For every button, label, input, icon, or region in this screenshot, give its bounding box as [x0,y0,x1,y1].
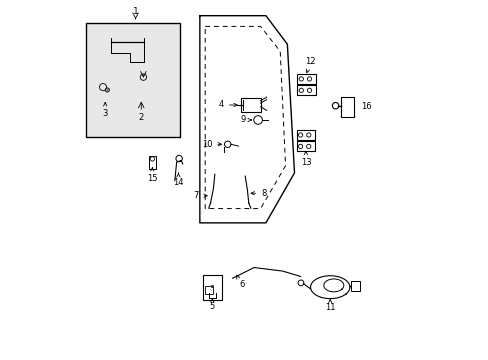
Text: 8: 8 [250,189,266,198]
Bar [129,83,149,98]
Text: 13: 13 [300,151,311,167]
Bar [350,281,359,292]
Bar [297,74,315,84]
Bar [141,86,147,93]
Text: 16: 16 [361,102,371,111]
Text: 12: 12 [305,57,315,73]
Text: 10: 10 [202,140,221,149]
Text: 2: 2 [139,113,143,122]
Bar [204,286,212,294]
Circle shape [105,88,109,92]
Text: 3: 3 [102,103,108,118]
Bar [85,23,180,137]
Bar [340,97,353,117]
Text: 7: 7 [193,191,207,200]
Text: 6: 6 [236,275,244,289]
Bar [132,86,141,94]
Text: 14: 14 [173,173,183,187]
Bar [297,85,315,95]
Bar [149,156,155,168]
Bar [98,80,112,98]
Text: 15: 15 [147,168,157,183]
Text: 1: 1 [132,7,138,16]
Bar [296,141,315,152]
Bar [241,98,260,112]
Text: 9: 9 [240,116,251,125]
Bar [202,275,222,300]
Text: 11: 11 [325,300,335,312]
Text: 4: 4 [218,100,237,109]
Bar [296,130,315,140]
Bar [143,54,147,62]
Text: 5: 5 [209,298,215,311]
